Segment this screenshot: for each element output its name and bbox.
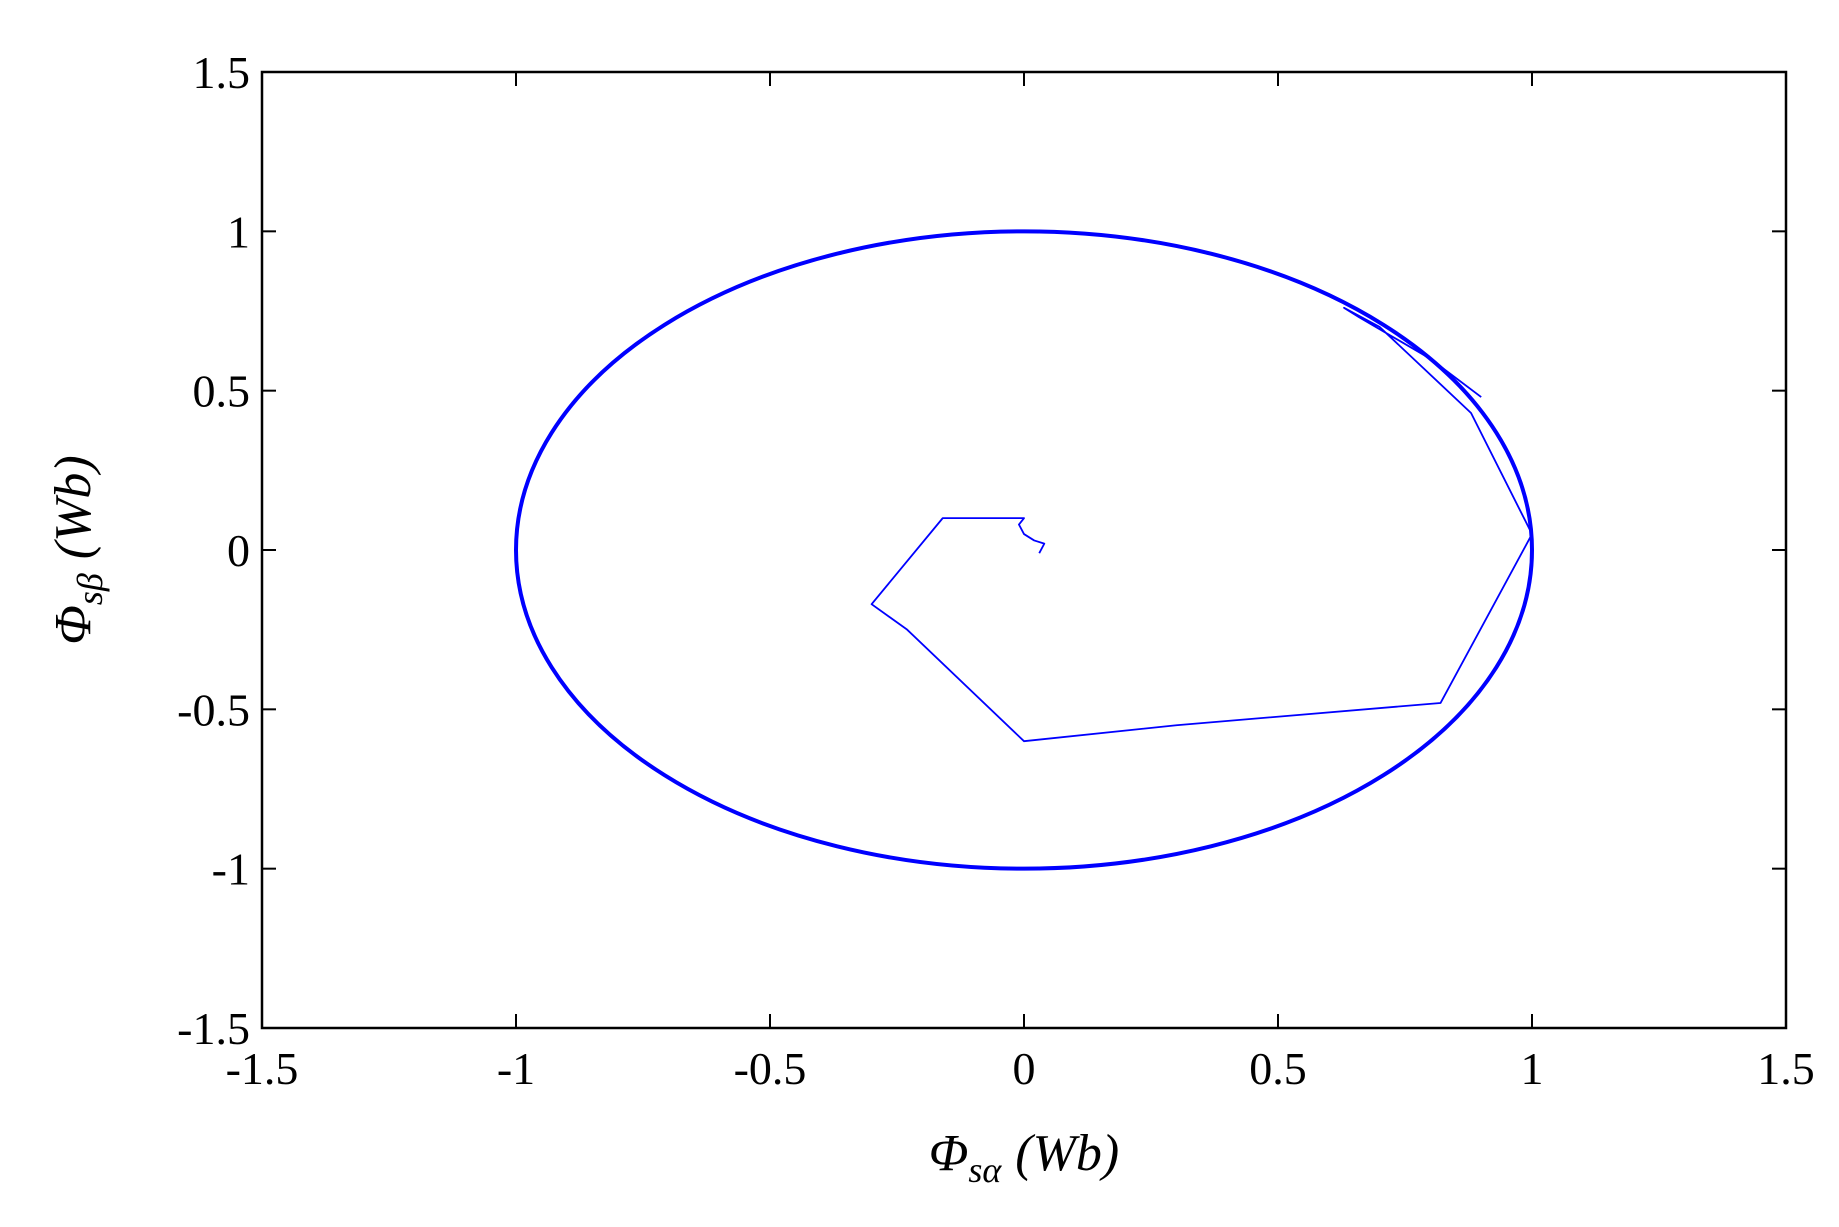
y-tick-label: 1.5	[193, 47, 251, 98]
plot-marks	[514, 229, 1534, 871]
x-tick-label: 0.5	[1249, 1043, 1307, 1094]
y-tick-label: 1	[227, 206, 250, 257]
x-axis-label-subscript: sα	[968, 1150, 1002, 1190]
x-tick-label: -1.5	[226, 1043, 299, 1094]
y-tick-label: 0.5	[193, 366, 251, 417]
x-axis-label-symbol: Φ	[929, 1125, 969, 1182]
y-tick-label: -0.5	[177, 684, 250, 735]
y-axis-label-subscript: sβ	[70, 573, 110, 605]
x-tick-label: 0	[1013, 1043, 1036, 1094]
x-tick-label: 1.5	[1757, 1043, 1815, 1094]
x-tick-label: -1	[497, 1043, 535, 1094]
y-axis-label: Φsβ (Wb)	[45, 455, 110, 645]
y-axis-label-symbol: Φ	[45, 605, 102, 645]
plot-frame	[260, 70, 1788, 1030]
y-tick-label: -1	[212, 844, 250, 895]
axis-ticks: -1.5 -1 -0.5 0 0.5 1 1.5 -1.5 -1 -0.5 0 0.5 1 1.5	[177, 47, 1815, 1094]
x-axis-label: Φsα (Wb)	[929, 1125, 1119, 1190]
flux-circle-series	[514, 229, 1534, 871]
y-tick-label: 0	[227, 525, 250, 576]
x-tick-label: -0.5	[734, 1043, 807, 1094]
flux-trajectory-series	[870, 306, 1533, 743]
x-axis-label-unit: (Wb)	[1015, 1125, 1119, 1182]
y-axis-label-unit: (Wb)	[45, 455, 102, 559]
y-tick-label: -1.5	[177, 1003, 250, 1054]
x-tick-label: 1	[1521, 1043, 1544, 1094]
